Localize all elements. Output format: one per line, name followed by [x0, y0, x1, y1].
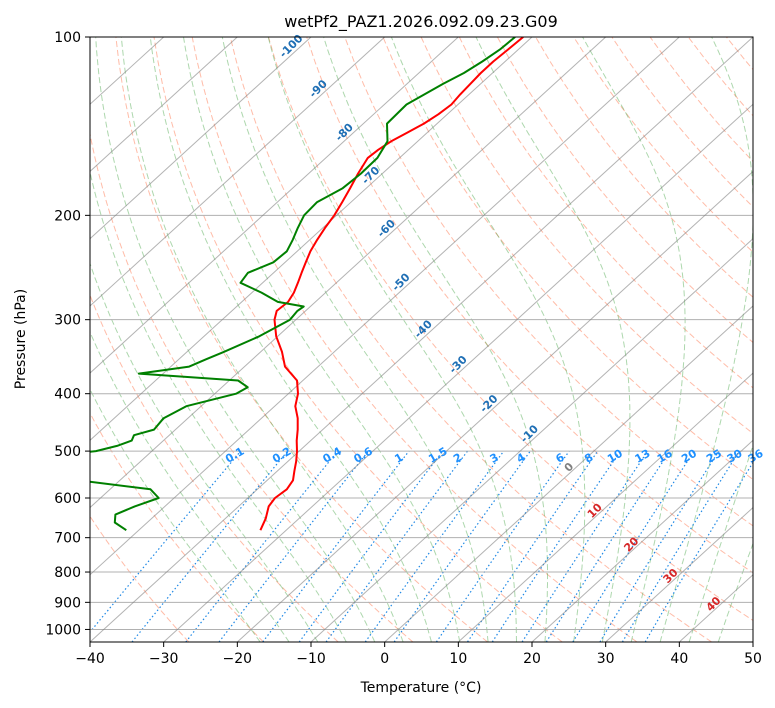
y-axis-label: Pressure (hPa): [13, 289, 29, 389]
dry-adiabat-line: [90, 293, 339, 642]
y-tick-label: 700: [54, 531, 81, 547]
isotherm-line: [163, 103, 753, 642]
mixing-ratio-line: [90, 450, 242, 633]
mixing-ratio-line: [298, 450, 444, 642]
moist-adiabat-line: [323, 37, 548, 642]
y-tick-label: 400: [54, 387, 81, 403]
isotherm-line: [90, 37, 533, 442]
chart-title: wetPf2_PAZ1.2026.092.09.23.G09: [284, 12, 558, 32]
moist-adiabat-line: [475, 37, 631, 642]
dry-adiabat-line: [496, 37, 753, 344]
pressure-gridlines: [90, 37, 753, 642]
x-tick-label: −20: [223, 651, 253, 667]
moist-adiabat-line: [90, 388, 261, 642]
y-tick-label: 1000: [45, 622, 81, 638]
y-tick-label: 800: [54, 565, 81, 581]
dry-adiabat-line: [458, 37, 753, 389]
mixing-ratio-line: [131, 450, 289, 642]
mixing-ratio-line: [262, 450, 410, 642]
isotherm-line: [457, 372, 753, 642]
x-tick-label: −30: [149, 651, 179, 667]
moist-adiabat-line: [183, 37, 461, 642]
dry-adiabat-line: [191, 37, 638, 642]
isotherm-line: [90, 37, 312, 240]
isotherm-line: [384, 305, 753, 642]
dry-adiabat-line: [153, 37, 563, 642]
temperature-profile-line: [259, 37, 524, 531]
x-tick-label: 30: [597, 651, 615, 667]
y-tick-label: 100: [54, 30, 81, 46]
isotherm-line: [90, 37, 238, 173]
plot-frame: [89, 36, 754, 643]
mixing-ratio-line: [572, 450, 695, 642]
dry-adiabat-line: [268, 37, 753, 622]
moist-adiabat-line: [149, 37, 432, 642]
isotherm-line: [90, 37, 753, 642]
mixing-ratio-line: [435, 450, 570, 642]
isotherm-line: [236, 170, 753, 642]
dry-adiabat-line: [306, 37, 753, 574]
moist-adiabat-line: [659, 37, 753, 642]
dewpoint-profile-line: [90, 37, 516, 532]
isotherm-line: [531, 439, 753, 642]
isotherm-line: [310, 237, 753, 642]
x-axis-label: Temperature (°C): [360, 680, 482, 696]
mixing-ratio-line: [325, 450, 468, 642]
x-tick-label: −10: [296, 651, 326, 667]
isotherm-line: [90, 37, 607, 509]
isotherm-line: [90, 37, 459, 374]
x-axis: −40 −30 −20 −10 0 10 20 30 40 50: [75, 642, 762, 667]
dry-adiabat-line: [535, 37, 753, 298]
moist-adiabat-line: [582, 37, 686, 642]
moist-adiabat-line: [390, 37, 586, 642]
moist-adiabat-line: [267, 37, 517, 642]
moist-adiabat-line: [90, 169, 347, 642]
x-tick-label: −40: [75, 651, 105, 667]
x-tick-label: 0: [380, 651, 389, 667]
mixing-ratio-line: [364, 450, 505, 642]
y-tick-label: 900: [54, 595, 81, 611]
moist-adiabat-line: [688, 443, 753, 642]
moist-adiabat-line: [120, 37, 404, 642]
background-lines: [90, 37, 753, 642]
mixing-ratio-line: [545, 450, 671, 642]
y-tick-label: 300: [54, 313, 81, 329]
y-tick-label: 600: [54, 491, 81, 507]
x-tick-label: 20: [523, 651, 541, 667]
y-tick-label: 200: [54, 208, 81, 224]
mixing-ratio-line: [521, 450, 649, 642]
mixing-ratio-line: [466, 450, 599, 642]
dry-adiabat-line: [90, 515, 190, 642]
isotherm-line: [90, 37, 386, 307]
x-tick-label: 50: [744, 651, 762, 667]
moist-adiabat-line: [90, 262, 319, 642]
x-tick-label: 40: [670, 651, 688, 667]
dry-adiabat-line: [115, 37, 488, 642]
plot-area: 0.1 0.2 0.4 0.6 1 1.5 2 3 4 6 8 10 13 16 20 25 30 36-100-…: [89, 32, 766, 643]
moist-adiabat-line: [90, 330, 290, 642]
mixing-ratio-line: [491, 450, 621, 642]
mixing-ratio-line: [185, 450, 339, 642]
y-axis: 1000 900 800 700 600 500 400 300 200 100: [45, 30, 90, 638]
x-tick-label: 10: [449, 651, 467, 667]
isotherm-line: [90, 37, 680, 576]
profile-series: [90, 37, 524, 532]
mixing-ratio-line: [621, 450, 740, 642]
isotherm-line: [605, 506, 753, 642]
y-tick-label: 500: [54, 444, 81, 460]
moist-adiabat-line: [95, 37, 376, 642]
